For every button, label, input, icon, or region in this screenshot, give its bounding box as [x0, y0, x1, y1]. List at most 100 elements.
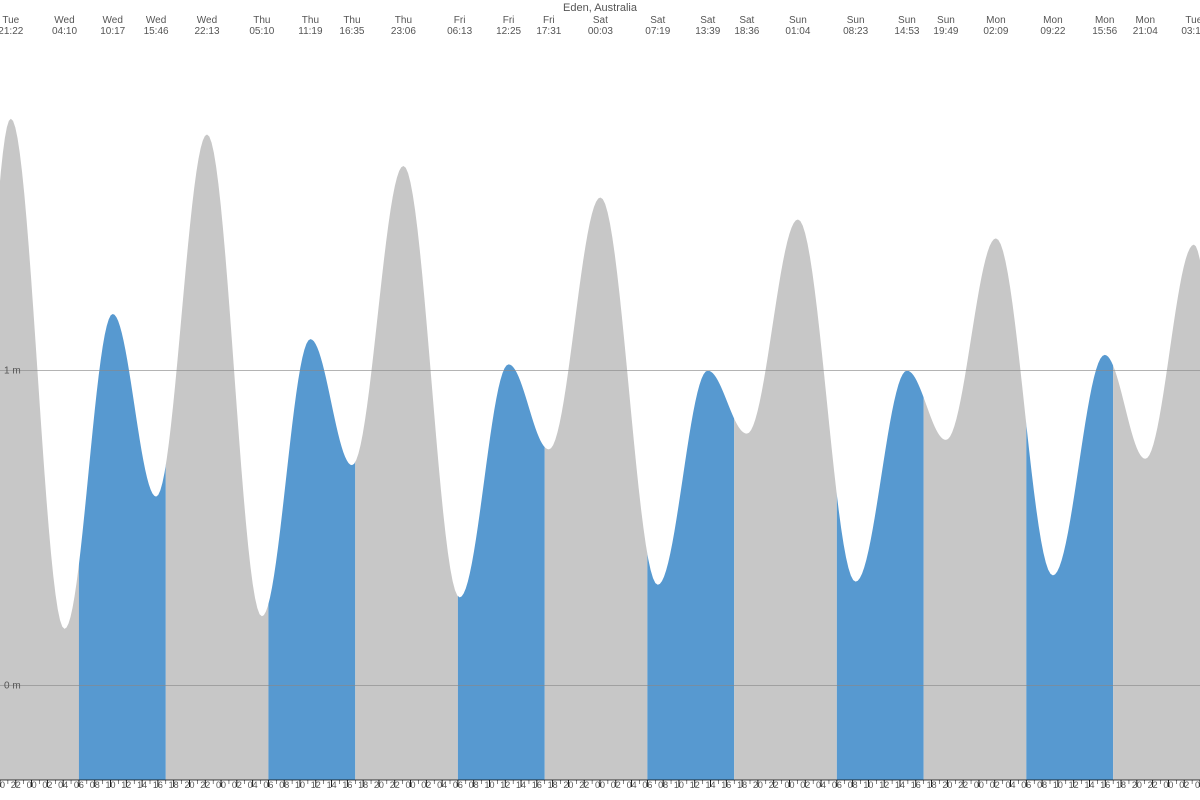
x-hour-label: 16: [721, 780, 731, 790]
extrema-time: 04:10: [52, 26, 77, 37]
extrema-day: Wed: [52, 15, 77, 26]
tide-chart-svg: [0, 0, 1200, 800]
extrema-label: Sat13:39: [695, 15, 720, 37]
x-hour-label: 08: [279, 780, 289, 790]
extrema-time: 11:19: [298, 26, 322, 37]
y-axis-label: 0 m: [4, 680, 21, 691]
x-hour-label: 14: [895, 780, 905, 790]
x-hour-label: 02: [800, 780, 810, 790]
extrema-day: Mon: [1092, 15, 1117, 26]
extrema-day: Tue: [1181, 15, 1200, 26]
extrema-day: Sun: [843, 15, 868, 26]
x-hour-label: 20: [1132, 780, 1142, 790]
extrema-day: Sat: [695, 15, 720, 26]
x-hour-label: 02: [42, 780, 52, 790]
extrema-day: Mon: [1133, 15, 1158, 26]
extrema-day: Sun: [785, 15, 810, 26]
x-hour-label: 18: [548, 780, 558, 790]
x-hour-label: 06: [263, 780, 273, 790]
extrema-label: Tue03:13: [1181, 15, 1200, 37]
extrema-label: Thu23:06: [391, 15, 416, 37]
x-hour-label: 04: [627, 780, 637, 790]
x-hour-label: 22: [11, 780, 21, 790]
extrema-label: Tue21:22: [0, 15, 23, 37]
x-hour-label: 08: [848, 780, 858, 790]
x-hour-label: 06: [1021, 780, 1031, 790]
extrema-label: Sat18:36: [734, 15, 759, 37]
x-hour-label: 08: [469, 780, 479, 790]
chart-title: Eden, Australia: [0, 2, 1200, 14]
x-hour-label: 02: [1179, 780, 1189, 790]
x-hour-label: 08: [658, 780, 668, 790]
extrema-label: Thu05:10: [249, 15, 274, 37]
x-hour-label: 04: [1006, 780, 1016, 790]
x-hour-label: 00: [27, 780, 37, 790]
extrema-day: Thu: [339, 15, 364, 26]
x-hour-label: 06: [74, 780, 84, 790]
x-hour-label: 18: [358, 780, 368, 790]
x-hour-label: 18: [1116, 780, 1126, 790]
x-hour-label: 02: [232, 780, 242, 790]
x-hour-label: 22: [579, 780, 589, 790]
extrema-day: Thu: [249, 15, 274, 26]
extrema-time: 06:13: [447, 26, 472, 37]
x-hour-label: 18: [737, 780, 747, 790]
extrema-day: Sat: [645, 15, 670, 26]
extrema-label: Sat00:03: [588, 15, 613, 37]
x-hour-label: 10: [674, 780, 684, 790]
x-hour-label: 12: [121, 780, 131, 790]
extrema-label: Sun01:04: [785, 15, 810, 37]
x-hour-label: 14: [706, 780, 716, 790]
x-hour-label: 00: [406, 780, 416, 790]
extrema-day: Sun: [933, 15, 958, 26]
extrema-label: Mon21:04: [1133, 15, 1158, 37]
x-hour-label: 16: [342, 780, 352, 790]
x-hour-label: 00: [595, 780, 605, 790]
extrema-day: Sat: [588, 15, 613, 26]
x-hour-label: 14: [1084, 780, 1094, 790]
extrema-time: 19:49: [933, 26, 958, 37]
x-hour-label: 02: [990, 780, 1000, 790]
extrema-time: 15:56: [1092, 26, 1117, 37]
x-hour-label: 14: [516, 780, 526, 790]
x-hour-label: 06: [832, 780, 842, 790]
x-hour-label: 12: [500, 780, 510, 790]
x-hour-label: 16: [153, 780, 163, 790]
extrema-time: 14:53: [894, 26, 919, 37]
extrema-day: Mon: [1040, 15, 1065, 26]
x-hour-label: 12: [311, 780, 321, 790]
extrema-time: 09:22: [1040, 26, 1065, 37]
extrema-time: 07:19: [645, 26, 670, 37]
extrema-time: 05:10: [249, 26, 274, 37]
x-hour-label: 20: [563, 780, 573, 790]
extrema-label: Thu16:35: [339, 15, 364, 37]
x-hour-label: 04: [58, 780, 68, 790]
extrema-day: Wed: [194, 15, 219, 26]
x-hour-label: 02: [421, 780, 431, 790]
extrema-label: Mon09:22: [1040, 15, 1065, 37]
extrema-label: Wed10:17: [100, 15, 125, 37]
x-hour-label: 22: [200, 780, 210, 790]
extrema-day: Wed: [144, 15, 169, 26]
extrema-label: Wed04:10: [52, 15, 77, 37]
x-hour-label: 10: [863, 780, 873, 790]
tide-chart: Eden, Australia Tue21:22Wed04:10Wed10:17…: [0, 0, 1200, 800]
extrema-label: Fri12:25: [496, 15, 521, 37]
extrema-day: Thu: [298, 15, 322, 26]
extrema-time: 17:31: [536, 26, 561, 37]
x-hour-label: 10: [295, 780, 305, 790]
x-hour-label: 16: [532, 780, 542, 790]
extrema-day: Sat: [734, 15, 759, 26]
extrema-time: 23:06: [391, 26, 416, 37]
extrema-time: 16:35: [339, 26, 364, 37]
extrema-time: 10:17: [100, 26, 125, 37]
x-hour-label: 18: [169, 780, 179, 790]
x-hour-label: 22: [1148, 780, 1158, 790]
x-hour-label: 16: [911, 780, 921, 790]
x-hour-label: 20: [753, 780, 763, 790]
x-hour-label: 06: [453, 780, 463, 790]
x-hour-label: 14: [327, 780, 337, 790]
x-hour-label: 00: [1163, 780, 1173, 790]
extrema-day: Fri: [496, 15, 521, 26]
x-hour-label: 22: [958, 780, 968, 790]
